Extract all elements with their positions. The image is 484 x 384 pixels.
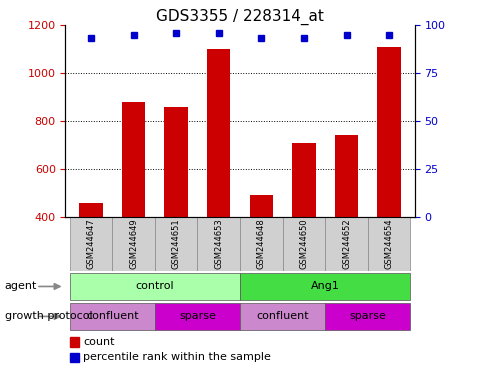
Text: agent: agent	[5, 281, 37, 291]
Bar	[164, 107, 187, 217]
Bar	[325, 217, 367, 271]
Text: Ang1: Ang1	[310, 281, 339, 291]
Text: GSM244651: GSM244651	[171, 218, 181, 269]
Bar	[377, 46, 400, 217]
Text: count: count	[83, 337, 114, 347]
Text: percentile rank within the sample: percentile rank within the sample	[83, 352, 270, 362]
Bar	[70, 217, 112, 271]
Bar	[197, 217, 240, 271]
Bar	[249, 195, 272, 217]
Bar	[154, 303, 240, 330]
Bar	[282, 217, 325, 271]
Bar	[334, 136, 358, 217]
Text: control: control	[136, 281, 174, 291]
Text: sparse: sparse	[179, 311, 215, 321]
Bar	[70, 303, 154, 330]
Bar	[325, 303, 409, 330]
Text: sparse: sparse	[348, 311, 385, 321]
Bar	[154, 217, 197, 271]
Title: GDS3355 / 228314_at: GDS3355 / 228314_at	[156, 9, 323, 25]
Bar	[112, 217, 154, 271]
Bar	[70, 273, 240, 300]
Text: GSM244652: GSM244652	[341, 218, 350, 269]
Text: confluent: confluent	[256, 311, 308, 321]
Text: GSM244647: GSM244647	[86, 218, 95, 269]
Text: GSM244649: GSM244649	[129, 218, 138, 269]
Bar	[240, 273, 409, 300]
Text: confluent: confluent	[86, 311, 138, 321]
Text: GSM244648: GSM244648	[257, 218, 265, 269]
Bar	[121, 102, 145, 217]
Bar	[240, 303, 325, 330]
Text: GSM244654: GSM244654	[384, 218, 393, 269]
Bar	[240, 217, 282, 271]
Text: GSM244653: GSM244653	[214, 218, 223, 269]
Text: growth protocol: growth protocol	[5, 311, 92, 321]
Bar	[79, 203, 103, 217]
Bar	[207, 49, 230, 217]
Bar	[292, 142, 315, 217]
Text: GSM244650: GSM244650	[299, 218, 308, 269]
Bar	[367, 217, 409, 271]
